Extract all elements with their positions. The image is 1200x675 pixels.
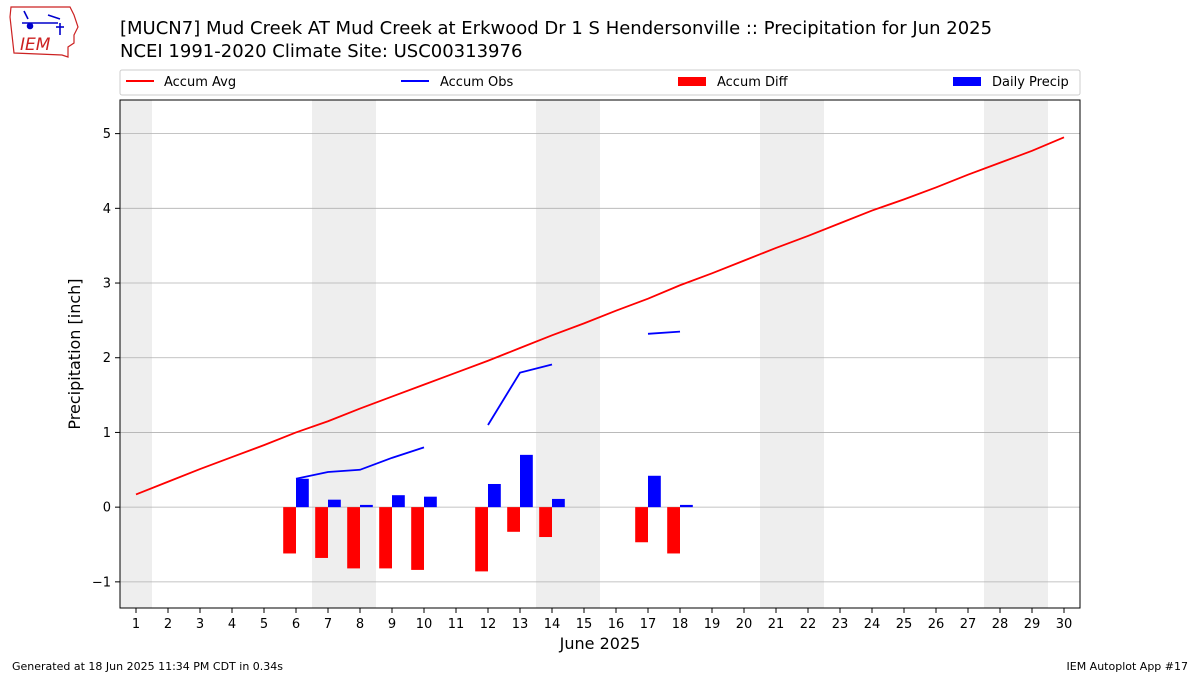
accum-diff-bar <box>315 507 328 558</box>
chart-subtitle: NCEI 1991-2020 Climate Site: USC00313976 <box>120 41 523 62</box>
bars <box>283 454 693 572</box>
logo-text: IEM <box>20 35 51 55</box>
x-tick-label: 9 <box>388 617 396 632</box>
legend: Accum Avg Accum Obs Accum Diff Daily Pre… <box>119 69 1081 96</box>
x-tick-label: 5 <box>260 617 268 632</box>
legend-item-daily-precip: Daily Precip <box>953 75 1069 90</box>
weather-station-icon <box>22 10 64 35</box>
accum-diff-bar <box>379 507 392 569</box>
iem-logo: IEM <box>9 6 79 58</box>
accum-obs-line <box>295 446 425 480</box>
x-tick-label: 30 <box>1056 617 1073 632</box>
daily-precip-bar <box>488 483 501 508</box>
x-tick-label: 25 <box>896 617 913 632</box>
x-tick-label: 18 <box>672 617 689 632</box>
iowa-outline-icon <box>9 6 79 58</box>
legend-label: Accum Avg <box>164 75 236 90</box>
legend-label: Daily Precip <box>992 75 1069 90</box>
daily-precip-bar <box>296 478 309 508</box>
x-tick-label: 26 <box>928 617 945 632</box>
accum-avg-line <box>135 136 1065 496</box>
x-tick-label: 27 <box>960 617 977 632</box>
accum-diff-bar <box>475 507 488 572</box>
y-tick-label: 3 <box>103 277 111 292</box>
x-tick-label: 19 <box>704 617 721 632</box>
legend-swatch-daily <box>953 77 981 86</box>
x-tick-label: 29 <box>1024 617 1041 632</box>
generated-timestamp: Generated at 18 Jun 2025 11:34 PM CDT in… <box>12 660 284 673</box>
y-axis-label: Precipitation [inch] <box>65 278 84 429</box>
weekend-band <box>792 100 824 608</box>
y-tick-label: 1 <box>103 426 111 441</box>
daily-precip-bar <box>360 504 373 508</box>
accum-diff-bar <box>635 507 648 543</box>
x-tick-label: 11 <box>448 617 465 632</box>
x-tick-label: 23 <box>832 617 849 632</box>
y-tick-label: 5 <box>103 127 111 142</box>
weekend-band <box>984 100 1016 608</box>
x-tick-label: 14 <box>544 617 561 632</box>
legend-item-accum-avg: Accum Avg <box>126 75 236 90</box>
daily-precip-bar <box>552 498 565 508</box>
x-tick-label: 7 <box>324 617 332 632</box>
daily-precip-bar <box>424 496 437 508</box>
y-tick-label: 0 <box>103 501 111 516</box>
legend-swatch-diff <box>678 77 706 86</box>
weekend-shading <box>120 100 1048 608</box>
x-tick-label: 3 <box>196 617 204 632</box>
accum-obs-line <box>647 330 681 335</box>
x-tick-label: 6 <box>292 617 300 632</box>
x-tick-label: 20 <box>736 617 753 632</box>
lines <box>135 136 1065 496</box>
weekend-band <box>760 100 792 608</box>
plot-frame <box>119 99 1081 609</box>
weekend-band <box>1016 100 1048 608</box>
daily-precip-bar <box>648 475 661 508</box>
y-tick-label: −1 <box>92 575 111 590</box>
legend-label: Accum Diff <box>717 75 789 90</box>
weekend-band <box>568 100 600 608</box>
legend-item-accum-diff: Accum Diff <box>678 75 789 90</box>
x-tick-label: 28 <box>992 617 1009 632</box>
legend-box <box>119 69 1081 96</box>
x-tick-label: 24 <box>864 617 881 632</box>
legend-label: Accum Obs <box>440 75 513 90</box>
x-tick-label: 1 <box>132 617 140 632</box>
x-tick-label: 22 <box>800 617 817 632</box>
y-tick-label: 2 <box>103 351 111 366</box>
x-tick-label: 13 <box>512 617 529 632</box>
x-tick-label: 8 <box>356 617 364 632</box>
accum-diff-bar <box>667 507 680 554</box>
x-tick-label: 2 <box>164 617 172 632</box>
app-credit: IEM Autoplot App #17 <box>1066 660 1189 673</box>
x-tick-label: 17 <box>640 617 657 632</box>
daily-precip-bar <box>392 495 405 508</box>
legend-item-accum-obs: Accum Obs <box>401 75 513 90</box>
x-tick-label: 15 <box>576 617 593 632</box>
daily-precip-bar <box>328 499 341 508</box>
accum-diff-bar <box>283 507 296 554</box>
daily-precip-bar <box>680 504 693 508</box>
x-axis-label: June 2025 <box>559 634 641 653</box>
accum-diff-bar <box>411 507 424 570</box>
x-tick-label: 12 <box>480 617 497 632</box>
x-tick-label: 4 <box>228 617 236 632</box>
weekend-band <box>120 100 152 608</box>
x-tick-label: 16 <box>608 617 625 632</box>
y-tick-label: 4 <box>103 202 111 217</box>
x-tick-label: 21 <box>768 617 785 632</box>
accum-obs-line <box>487 363 553 426</box>
x-tick-label: 10 <box>416 617 433 632</box>
accum-diff-bar <box>347 507 360 569</box>
daily-precip-bar <box>520 454 533 508</box>
chart-title: [MUCN7] Mud Creek AT Mud Creek at Erkwoo… <box>120 18 993 39</box>
accum-diff-bar <box>539 507 552 538</box>
gridlines <box>120 133 1080 583</box>
accum-diff-bar <box>507 507 520 532</box>
